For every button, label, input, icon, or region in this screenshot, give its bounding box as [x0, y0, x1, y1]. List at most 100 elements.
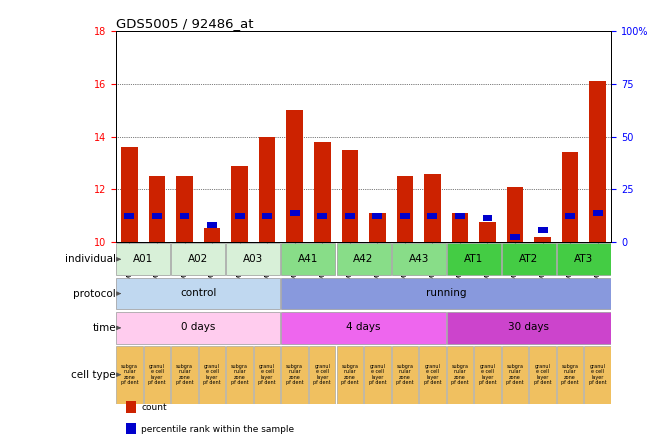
Bar [180, 213, 190, 218]
Bar [428, 213, 438, 218]
Bar [204, 228, 220, 242]
Text: granul
e cell
layer
pf dent: granul e cell layer pf dent [313, 364, 331, 385]
Text: granul
e cell
layer
pf dent: granul e cell layer pf dent [424, 364, 441, 385]
Bar [199, 345, 225, 404]
Text: AT3: AT3 [574, 254, 594, 264]
Bar [207, 222, 217, 228]
Text: individual: individual [65, 254, 116, 264]
Text: running: running [426, 288, 467, 298]
Bar [557, 345, 583, 404]
Bar [282, 243, 335, 275]
Bar [562, 152, 578, 242]
Text: A01: A01 [133, 254, 153, 264]
Bar [176, 176, 193, 242]
Bar [116, 243, 170, 275]
Bar [447, 345, 473, 404]
Bar [537, 227, 547, 233]
Bar [171, 345, 198, 404]
Bar [317, 213, 327, 218]
Bar [451, 213, 468, 242]
Bar [290, 210, 299, 216]
Bar [483, 215, 492, 221]
Bar [479, 222, 496, 242]
Bar [259, 137, 276, 242]
Text: granul
e cell
layer
pf dent: granul e cell layer pf dent [204, 364, 221, 385]
Bar [226, 345, 253, 404]
Bar [226, 243, 280, 275]
Bar [502, 345, 528, 404]
Text: 4 days: 4 days [346, 322, 381, 332]
Text: granul
e cell
layer
pf dent: granul e cell layer pf dent [534, 364, 551, 385]
Text: A02: A02 [188, 254, 208, 264]
Text: subgra
nular
zone
pf dent: subgra nular zone pf dent [231, 364, 249, 385]
Text: subgra
nular
zone
pf dent: subgra nular zone pf dent [286, 364, 303, 385]
Bar [124, 213, 134, 218]
Bar [121, 147, 137, 242]
Bar [447, 312, 611, 344]
Bar [502, 243, 556, 275]
Bar [314, 142, 330, 242]
Text: subgra
nular
zone
pf dent: subgra nular zone pf dent [341, 364, 358, 385]
Text: 0 days: 0 days [181, 322, 215, 332]
Text: count: count [141, 403, 167, 412]
Text: subgra
nular
zone
pf dent: subgra nular zone pf dent [396, 364, 414, 385]
Text: granul
e cell
layer
pf dent: granul e cell layer pf dent [148, 364, 166, 385]
Bar [282, 345, 308, 404]
Bar [419, 345, 446, 404]
Bar [336, 345, 363, 404]
Bar [391, 345, 418, 404]
Bar [455, 213, 465, 218]
Bar [126, 401, 136, 412]
Text: granul
e cell
layer
pf dent: granul e cell layer pf dent [589, 364, 606, 385]
Bar [149, 176, 165, 242]
Bar [345, 213, 355, 218]
Text: GDS5005 / 92486_at: GDS5005 / 92486_at [116, 17, 253, 30]
Bar [534, 237, 551, 242]
Bar [126, 423, 136, 434]
Bar [557, 243, 611, 275]
Bar [565, 213, 575, 218]
Text: A03: A03 [243, 254, 264, 264]
Bar [391, 243, 446, 275]
Text: granul
e cell
layer
pf dent: granul e cell layer pf dent [258, 364, 276, 385]
Bar [369, 213, 385, 242]
Bar [231, 166, 248, 242]
Bar [590, 81, 606, 242]
Text: AT1: AT1 [464, 254, 483, 264]
Text: subgra
nular
zone
pf dent: subgra nular zone pf dent [561, 364, 579, 385]
Text: time: time [93, 323, 116, 333]
Bar [372, 213, 382, 218]
Bar [364, 345, 391, 404]
Bar [171, 243, 225, 275]
Text: subgra
nular
zone
pf dent: subgra nular zone pf dent [176, 364, 193, 385]
Text: protocol: protocol [73, 289, 116, 298]
Bar [116, 278, 280, 309]
Bar [116, 345, 143, 404]
Text: A42: A42 [354, 254, 373, 264]
Bar [116, 312, 280, 344]
Bar [262, 213, 272, 218]
Text: subgra
nular
zone
pf dent: subgra nular zone pf dent [121, 364, 138, 385]
Bar [507, 187, 524, 242]
Text: A43: A43 [408, 254, 429, 264]
Bar [475, 345, 501, 404]
Bar [286, 110, 303, 242]
Bar [510, 234, 520, 240]
Text: granul
e cell
layer
pf dent: granul e cell layer pf dent [479, 364, 496, 385]
Bar [342, 150, 358, 242]
Text: control: control [180, 288, 217, 298]
Bar [282, 312, 446, 344]
Bar [152, 213, 162, 218]
Bar [400, 213, 410, 218]
Bar [254, 345, 280, 404]
Bar [336, 243, 391, 275]
Text: subgra
nular
zone
pf dent: subgra nular zone pf dent [451, 364, 469, 385]
Text: A41: A41 [298, 254, 319, 264]
Bar [397, 176, 413, 242]
Bar [593, 210, 603, 216]
Bar [235, 213, 245, 218]
Bar [447, 243, 501, 275]
Bar [143, 345, 170, 404]
Text: AT2: AT2 [519, 254, 539, 264]
Text: 30 days: 30 days [508, 322, 549, 332]
